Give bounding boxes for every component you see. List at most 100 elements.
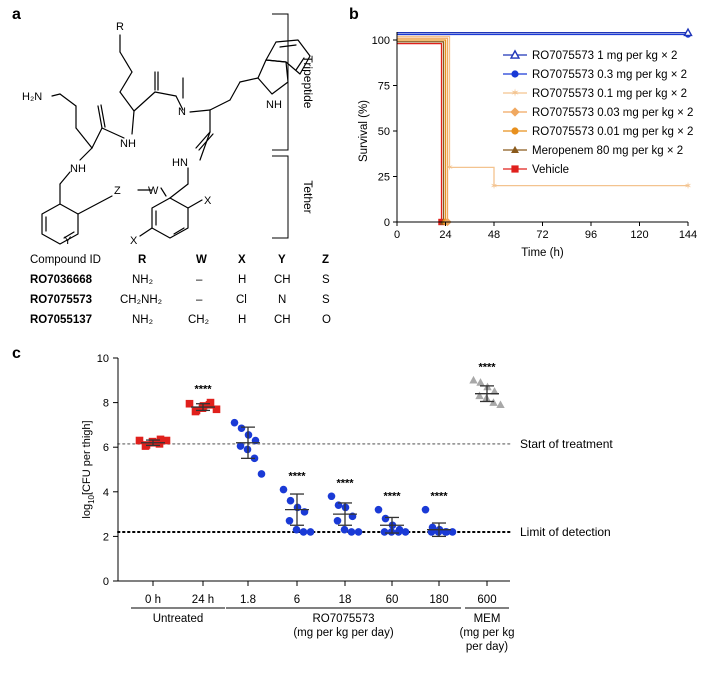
y-axis-label: log10[CFU per thigh] — [81, 420, 96, 518]
label-nh-1: NH — [120, 138, 136, 150]
header-y: Y — [278, 254, 286, 266]
x-tick-label: 120 — [630, 229, 648, 241]
significance-label: **** — [430, 491, 448, 503]
header-r: R — [138, 254, 147, 266]
cell-r: NH₂ — [132, 314, 154, 326]
y-tick-label: 6 — [103, 442, 109, 454]
y-tick-label: 50 — [378, 126, 390, 138]
group-label: MEM (mg per kg per day) — [460, 613, 515, 653]
legend-marker: ✶ — [510, 87, 519, 100]
data-point — [285, 516, 294, 525]
data-point — [141, 442, 150, 450]
group-label-line: (mg per kg — [460, 627, 515, 639]
x-tick-label: 0 h — [145, 594, 161, 606]
y-tick-label: 10 — [97, 353, 109, 365]
legend-label: RO7075573 0.03 mg per kg × 2 — [532, 107, 693, 119]
x-tick-label: 144 — [679, 229, 697, 241]
legend-marker — [511, 165, 519, 173]
label-r: R — [116, 21, 124, 33]
group-label-line: Untreated — [153, 613, 204, 625]
x-tick-label: 96 — [585, 229, 597, 241]
data-point — [286, 496, 295, 505]
panel-label-a: a — [12, 6, 21, 23]
cell-r: CH₂NH₂ — [120, 294, 163, 306]
data-point — [237, 424, 246, 433]
label-y: Y — [64, 235, 72, 247]
data-point — [394, 528, 403, 536]
cell-r: NH₂ — [132, 274, 154, 286]
data-point — [212, 405, 221, 414]
cell-z: S — [322, 274, 330, 286]
data-point — [380, 528, 389, 536]
data-point — [279, 485, 288, 494]
data-point — [469, 375, 478, 384]
data-point — [475, 391, 484, 400]
cell-w: CH₂ — [188, 314, 210, 326]
cell-x: H — [238, 314, 247, 326]
series-end-marker — [683, 27, 693, 37]
data-point — [340, 525, 349, 534]
x-tick-label: 180 — [429, 594, 448, 606]
data-point — [333, 516, 342, 525]
label-nh-indole: NH — [266, 99, 282, 111]
series-step-marker: ✶ — [490, 181, 498, 192]
reference-label: Limit of detection — [520, 525, 611, 539]
cell-x: Cl — [236, 294, 247, 306]
cell-w: – — [196, 274, 203, 286]
data-point — [421, 505, 430, 514]
legend-marker — [511, 145, 519, 154]
label-x-1: X — [130, 235, 138, 247]
significance-label: **** — [336, 477, 354, 489]
data-point — [155, 440, 164, 448]
data-point — [257, 470, 266, 478]
significance-label: **** — [383, 491, 401, 503]
data-point — [299, 528, 308, 536]
data-point — [347, 528, 356, 536]
y-tick-label: 2 — [103, 531, 109, 543]
data-point — [374, 505, 383, 514]
data-point — [306, 528, 315, 536]
data-point — [401, 528, 410, 536]
data-point — [381, 514, 390, 523]
legend-label: RO7075573 0.01 mg per kg × 2 — [532, 126, 693, 138]
x-tick-label: 72 — [536, 229, 548, 241]
group-label: RO7075573 (mg per kg per day) — [293, 613, 394, 639]
cell-x: H — [238, 274, 247, 286]
x-tick-label: 6 — [294, 594, 300, 606]
reference-label: Start of treatment — [520, 437, 613, 451]
data-point — [354, 528, 363, 536]
label-nh-2: NH — [70, 163, 86, 175]
y-tick-label: 75 — [378, 81, 390, 93]
data-point — [292, 525, 301, 534]
data-point — [135, 436, 144, 445]
x-axis-label: Time (h) — [521, 247, 564, 259]
data-point — [230, 418, 239, 427]
significance-label: **** — [194, 384, 212, 396]
compound-id: RO7036668 — [30, 274, 93, 286]
legend-marker — [511, 127, 519, 135]
legend-marker — [511, 70, 519, 78]
group-label-line: RO7075573 — [312, 613, 374, 625]
data-point — [162, 436, 171, 445]
data-point — [236, 442, 245, 450]
x-tick-label: 24 h — [192, 594, 214, 606]
series-line — [397, 35, 688, 187]
x-tick-label: 0 — [394, 229, 400, 241]
y-tick-label: 4 — [103, 487, 109, 499]
legend-marker — [510, 107, 520, 117]
legend-label: Vehicle — [532, 164, 569, 176]
bracket-tripeptide: Tripeptide — [301, 56, 315, 109]
data-point — [185, 399, 194, 408]
series-line — [397, 39, 447, 222]
series-end-marker: ✶ — [684, 181, 692, 192]
y-axis-label: Survival (%) — [358, 100, 370, 162]
legend-label: RO7075573 0.1 mg per kg × 2 — [532, 88, 687, 100]
label-h2n: H₂N — [22, 91, 42, 103]
group-label-line: per day) — [466, 641, 508, 653]
group-label: Untreated — [153, 613, 204, 625]
data-point — [327, 492, 336, 501]
header-x: X — [238, 254, 246, 266]
data-point — [496, 400, 505, 409]
